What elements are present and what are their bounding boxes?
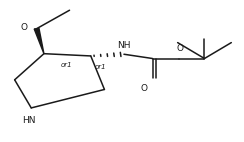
Text: O: O xyxy=(177,44,183,54)
Text: NH: NH xyxy=(117,41,131,50)
Text: or1: or1 xyxy=(61,62,73,68)
Text: HN: HN xyxy=(22,116,36,125)
Polygon shape xyxy=(34,28,44,54)
Text: O: O xyxy=(141,84,147,93)
Text: or1: or1 xyxy=(95,64,106,70)
Text: O: O xyxy=(21,23,28,32)
